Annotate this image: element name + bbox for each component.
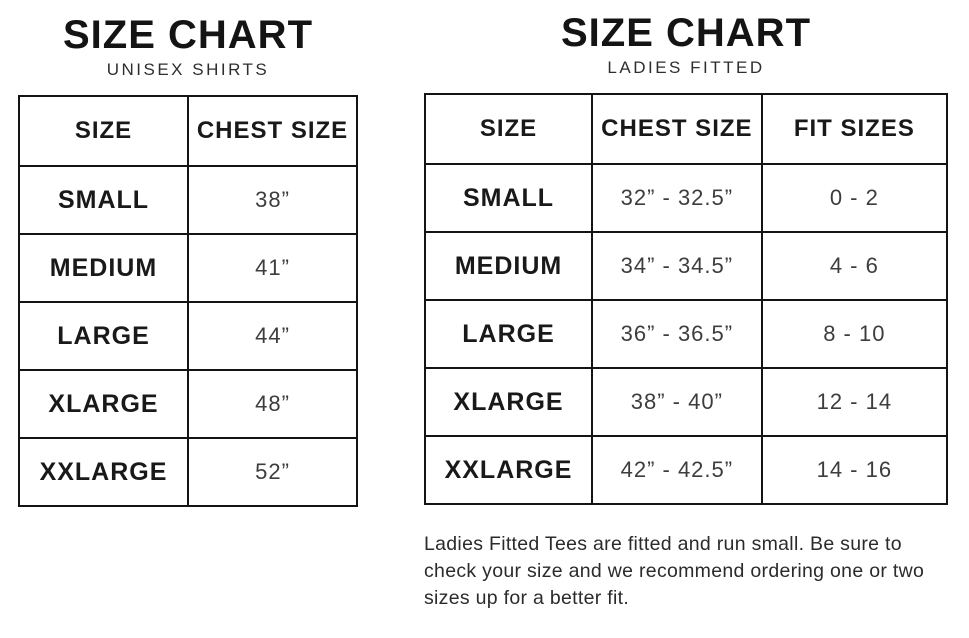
ladies-title: SIZE CHART bbox=[561, 11, 811, 55]
header-size: SIZE bbox=[18, 95, 189, 167]
table-header-row: SIZE CHEST SIZE FIT SIZES bbox=[423, 93, 949, 165]
table-row: XLARGE 48” bbox=[18, 369, 358, 439]
chest-value: 34” - 34.5” bbox=[591, 231, 763, 301]
chest-value: 36” - 36.5” bbox=[591, 299, 763, 369]
header-fit-sizes: FIT SIZES bbox=[760, 93, 949, 165]
table-row: LARGE 36” - 36.5” 8 - 10 bbox=[423, 299, 949, 369]
table-header-row: SIZE CHEST SIZE bbox=[18, 95, 358, 167]
size-label: LARGE bbox=[18, 301, 189, 371]
unisex-subtitle: UNISEX SHIRTS bbox=[106, 60, 270, 79]
ladies-size-table: SIZE CHEST SIZE FIT SIZES SMALL 32” - 32… bbox=[423, 93, 949, 505]
chest-value: 52” bbox=[187, 437, 358, 507]
ladies-size-chart-section: SIZE CHART LADIES FITTED SIZE CHEST SIZE… bbox=[423, 11, 949, 612]
size-label: MEDIUM bbox=[423, 231, 594, 301]
table-row: MEDIUM 41” bbox=[18, 233, 358, 303]
ladies-subtitle: LADIES FITTED bbox=[607, 58, 765, 77]
fit-value: 0 - 2 bbox=[760, 163, 949, 233]
size-label: SMALL bbox=[18, 165, 189, 235]
unisex-size-table: SIZE CHEST SIZE SMALL 38” MEDIUM 41” LAR… bbox=[18, 95, 358, 507]
chest-value: 44” bbox=[187, 301, 358, 371]
size-label: XLARGE bbox=[423, 367, 594, 437]
chest-value: 41” bbox=[187, 233, 358, 303]
table-row: SMALL 32” - 32.5” 0 - 2 bbox=[423, 163, 949, 233]
size-label: XXLARGE bbox=[423, 435, 594, 505]
fit-value: 14 - 16 bbox=[760, 435, 949, 505]
chest-value: 42” - 42.5” bbox=[591, 435, 763, 505]
size-label: MEDIUM bbox=[18, 233, 189, 303]
table-row: SMALL 38” bbox=[18, 165, 358, 235]
table-row: MEDIUM 34” - 34.5” 4 - 6 bbox=[423, 231, 949, 301]
fit-value: 12 - 14 bbox=[760, 367, 949, 437]
header-size: SIZE bbox=[423, 93, 594, 165]
chest-value: 48” bbox=[187, 369, 358, 439]
unisex-title: SIZE CHART bbox=[63, 13, 313, 57]
header-chest-size: CHEST SIZE bbox=[187, 95, 358, 167]
size-label: XLARGE bbox=[18, 369, 189, 439]
chest-value: 38” - 40” bbox=[591, 367, 763, 437]
size-label: XXLARGE bbox=[18, 437, 189, 507]
table-row: LARGE 44” bbox=[18, 301, 358, 371]
fit-value: 4 - 6 bbox=[760, 231, 949, 301]
table-row: XXLARGE 42” - 42.5” 14 - 16 bbox=[423, 435, 949, 505]
table-row: XLARGE 38” - 40” 12 - 14 bbox=[423, 367, 949, 437]
chest-value: 38” bbox=[187, 165, 358, 235]
table-row: XXLARGE 52” bbox=[18, 437, 358, 507]
size-label: LARGE bbox=[423, 299, 594, 369]
fit-value: 8 - 10 bbox=[760, 299, 949, 369]
ladies-fit-note: Ladies Fitted Tees are fitted and run sm… bbox=[424, 533, 925, 609]
header-chest-size: CHEST SIZE bbox=[591, 93, 763, 165]
unisex-size-chart-section: SIZE CHART UNISEX SHIRTS SIZE CHEST SIZE… bbox=[18, 14, 358, 507]
chest-value: 32” - 32.5” bbox=[591, 163, 763, 233]
size-label: SMALL bbox=[423, 163, 594, 233]
